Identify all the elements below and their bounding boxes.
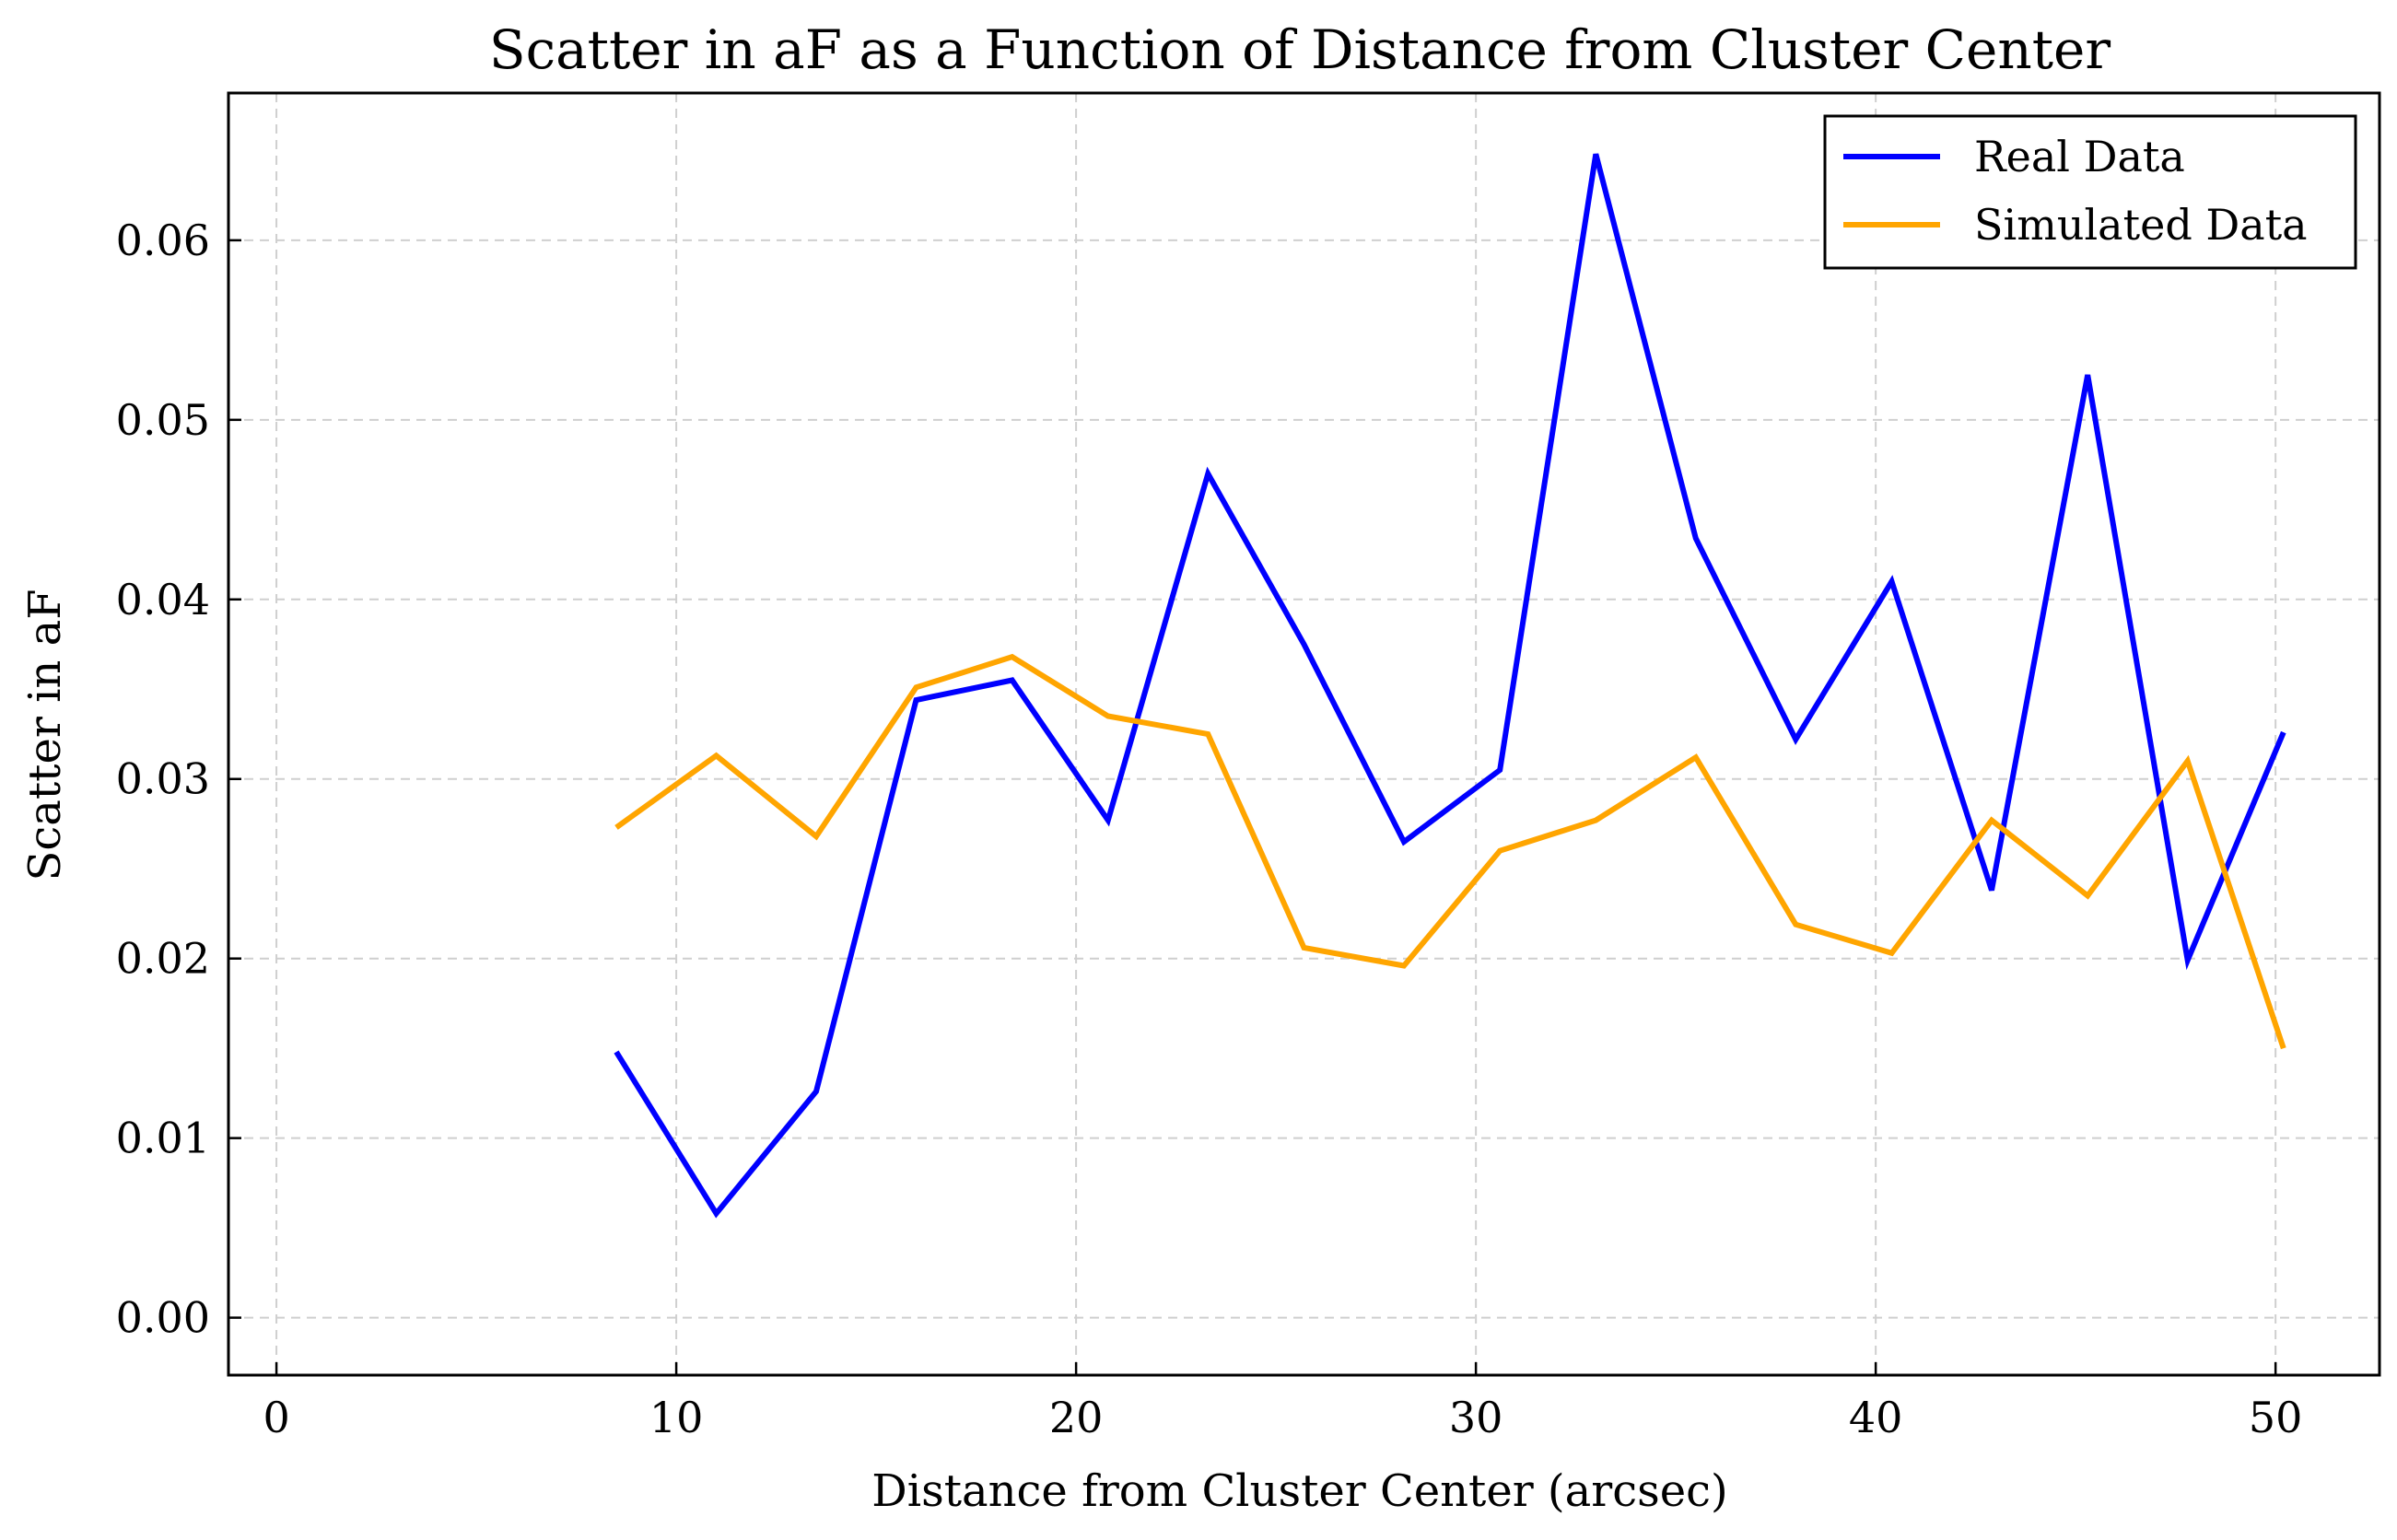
y-tick-label: 0.06 — [116, 216, 210, 265]
x-tick-label: 30 — [1449, 1393, 1503, 1442]
series-lines — [614, 153, 2286, 1219]
x-tick-label: 10 — [649, 1393, 704, 1442]
x-tick-label: 20 — [1049, 1393, 1104, 1442]
chart-title: Scatter in aF as a Function of Distance … — [489, 18, 2111, 81]
series-line-real-data — [614, 153, 2286, 1219]
y-tick-label: 0.05 — [116, 395, 210, 445]
x-axis-label: Distance from Cluster Center (arcsec) — [871, 1465, 1728, 1517]
legend-box — [1823, 114, 2357, 270]
x-tick-label: 0 — [263, 1393, 289, 1442]
x-tick-label: 40 — [1849, 1393, 1903, 1442]
y-tick-label: 0.03 — [116, 754, 210, 804]
gridlines — [228, 93, 2379, 1375]
legend-label: Simulated Data — [1974, 200, 2308, 250]
series-line-simulated-data — [614, 653, 2286, 1050]
legend-label: Real Data — [1974, 132, 2185, 181]
y-tick-label: 0.04 — [116, 575, 210, 624]
legend: Real Data Simulated Data — [1823, 114, 2357, 270]
y-tick-label: 0.01 — [116, 1114, 210, 1163]
axis-ticks: 0 10 20 30 40 50 0.00 0.01 0.02 0.03 0.04 0.05 0.06 — [116, 216, 2303, 1442]
plot-frame — [227, 91, 2381, 1377]
y-tick-label: 0.00 — [116, 1293, 210, 1343]
y-axis-label: Scatter in aF — [19, 589, 71, 881]
x-tick-label: 50 — [2249, 1393, 2303, 1442]
y-tick-label: 0.02 — [116, 934, 210, 984]
